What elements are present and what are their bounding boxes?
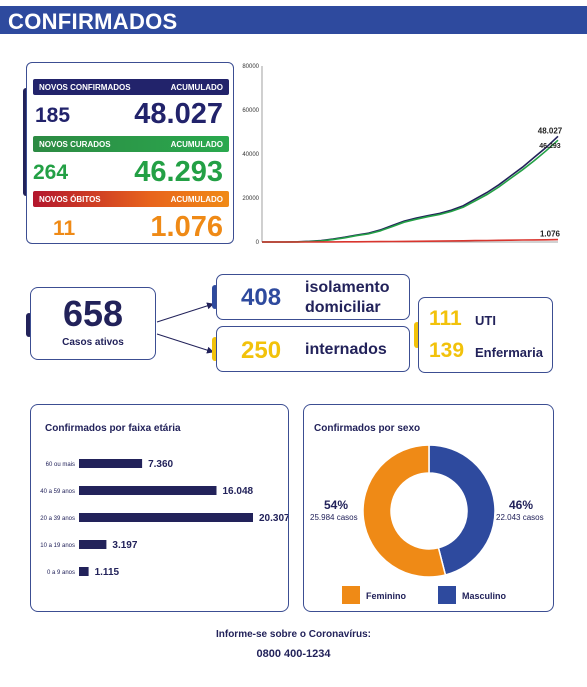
legend-label-male: Masculino [462, 591, 507, 601]
isolation-label-line1: isolamento [305, 279, 390, 296]
age-value-label: 20.307 [259, 513, 288, 524]
age-panel: Confirmados por faixa etária 60 ou mais 7… [30, 404, 289, 612]
sex-chart-title: Confirmados por sexo [314, 423, 421, 434]
ward-label: Enfermaria [475, 345, 543, 360]
hospitalized-value: 250 [241, 337, 282, 364]
y-tick-label: 0 [256, 240, 260, 246]
age-category-label: 40 a 59 anos [40, 489, 75, 495]
female-cases: 25.984 casos [310, 513, 358, 522]
legend-swatch-female [342, 586, 360, 604]
deaths-new-value: 11 [53, 217, 76, 240]
male-cases: 22.043 casos [496, 513, 544, 522]
series-end-label-1: 46.293 [539, 143, 561, 150]
age-value-label: 16.048 [223, 486, 254, 497]
footer-info: Informe-se sobre o Coronavírus: [215, 629, 372, 640]
recovered-label: NOVOS CURADOS [39, 139, 111, 149]
y-tick-label: 80000 [242, 64, 259, 70]
sex-donut-chart [362, 444, 496, 578]
age-chart-title: Confirmados por faixa etária [45, 423, 181, 434]
isolation-value: 408 [241, 284, 282, 311]
hospitalized-card: 250 internados [216, 326, 410, 372]
recovered-new-value: 264 [33, 161, 69, 184]
age-bar [79, 567, 89, 576]
header-banner: CONFIRMADOS [0, 6, 587, 34]
age-category-label: 0 a 9 anos [47, 570, 75, 576]
male-percent: 46% [509, 498, 534, 512]
donut-slice-feminino [362, 444, 447, 578]
age-bar-chart: 60 ou mais 7.360 40 a 59 anos 16.048 20 a 39… [40, 459, 288, 578]
hospital-split-card: 111 UTI 139 Enfermaria [418, 297, 553, 373]
age-value-label: 7.360 [148, 459, 173, 470]
isolation-label-line2: domiciliar [305, 299, 381, 316]
age-category-label: 60 ou mais [46, 462, 75, 468]
isolation-card: 408 isolamento domiciliar [216, 274, 410, 320]
age-category-label: 20 a 39 anos [40, 516, 75, 522]
series-line-2 [262, 238, 559, 243]
legend-swatch-male [438, 586, 456, 604]
recovered-acc-value: 46.293 [134, 156, 223, 188]
series-end-label-0: 48.027 [538, 126, 563, 135]
recovered-acc-label: ACUMULADO [170, 139, 223, 149]
age-bar [79, 540, 107, 549]
series-end-label-2: 1.076 [540, 230, 561, 239]
confirmed-new-value: 185 [35, 104, 71, 127]
series-line-1 [262, 139, 559, 243]
sex-panel: Confirmados por sexo 54% 25.984 casos 46… [303, 404, 554, 612]
stats-panel: NOVOS CONFIRMADOS ACUMULADO 185 48.027 N… [26, 62, 234, 244]
icu-label: UTI [475, 313, 496, 328]
confirmed-header: NOVOS CONFIRMADOS ACUMULADO [33, 79, 229, 95]
age-value-label: 3.197 [112, 540, 137, 551]
age-bar [79, 459, 143, 468]
age-bar [79, 513, 253, 522]
confirmed-acc-value: 48.027 [134, 98, 223, 130]
y-tick-label: 20000 [242, 196, 259, 202]
deaths-acc-value: 1.076 [150, 211, 223, 243]
hospitalized-label: internados [305, 341, 387, 358]
recovered-header: NOVOS CURADOS ACUMULADO [33, 136, 229, 152]
deaths-label: NOVOS ÓBITOS [39, 194, 101, 204]
active-cases-value: 658 [62, 293, 124, 334]
age-category-label: 10 a 19 anos [40, 543, 75, 549]
y-tick-label: 60000 [242, 108, 259, 114]
deaths-header: NOVOS ÓBITOS ACUMULADO [33, 191, 229, 207]
ward-value: 139 [429, 339, 465, 362]
active-accent-bar [26, 313, 32, 337]
female-percent: 54% [324, 498, 349, 512]
donut-slice-masculino [428, 444, 496, 576]
split-arrows [156, 302, 214, 354]
confirmed-label: NOVOS CONFIRMADOS [39, 82, 131, 92]
age-value-label: 1.115 [95, 567, 120, 578]
deaths-acc-label: ACUMULADO [170, 194, 223, 204]
icu-value: 111 [429, 307, 462, 330]
cumulative-line-chart: 0 20000 40000 60000 80000 48.027 46.293 1.076 [242, 64, 563, 246]
y-tick-label: 40000 [242, 152, 259, 158]
active-cases-label: Casos ativos [62, 337, 124, 348]
series-line-0 [262, 135, 559, 243]
hospitalized-accent-bar [212, 337, 218, 361]
legend-label-female: Feminino [366, 591, 406, 601]
isolation-accent-bar [212, 285, 218, 309]
footer-phone: 0800 400-1234 [256, 648, 331, 660]
active-cases-card: 658 Casos ativos [30, 287, 156, 360]
age-bar [79, 486, 217, 495]
confirmed-acc-label: ACUMULADO [170, 82, 223, 92]
hospital-split-accent-bar [414, 322, 420, 348]
page-title: CONFIRMADOS [8, 9, 178, 34]
